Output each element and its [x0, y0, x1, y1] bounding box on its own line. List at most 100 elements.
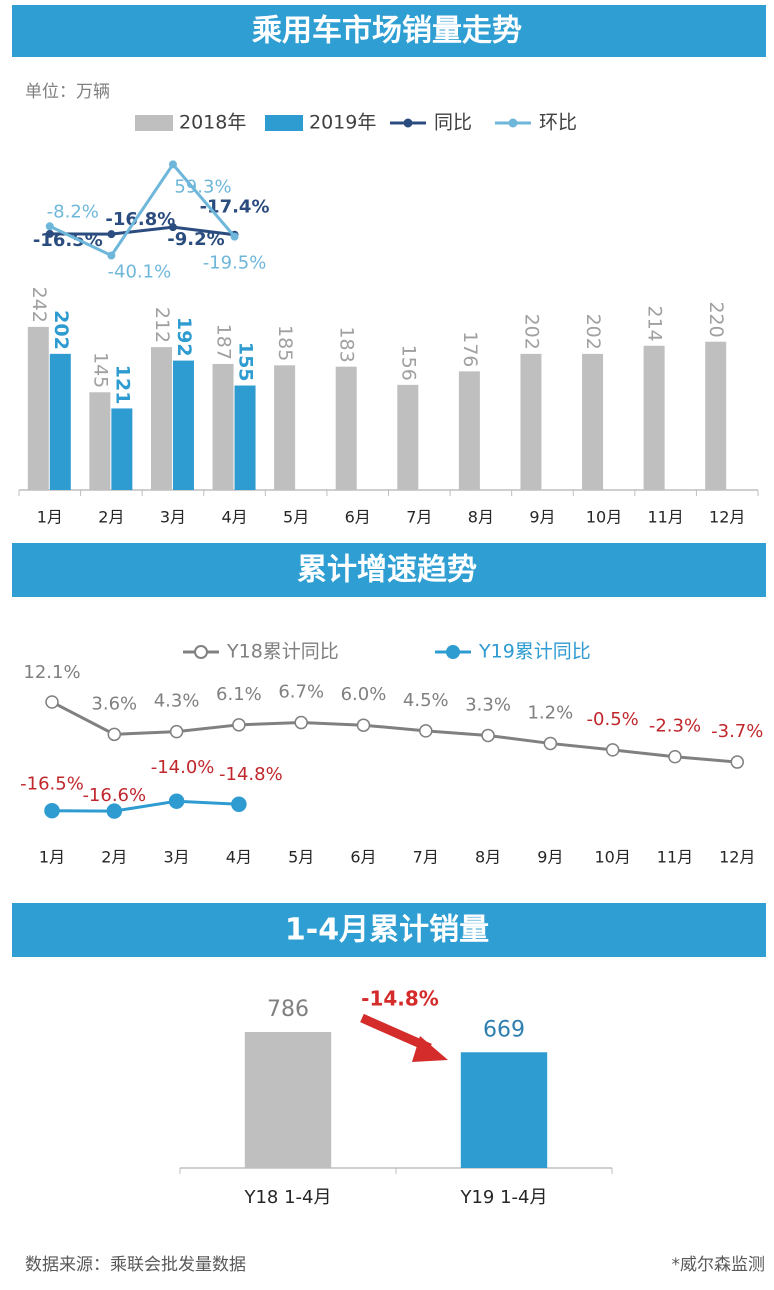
bar [150, 347, 172, 490]
legend-label: Y19累计同比 [478, 641, 591, 663]
value-label: 4.3% [154, 691, 200, 712]
x-tick-label: 6月 [350, 848, 376, 867]
line-1 [51, 799, 239, 813]
x-tick-label: 6月 [345, 508, 371, 527]
value-label: 786 [267, 997, 309, 1022]
value-label: -2.3% [649, 716, 701, 737]
legend-marker [194, 645, 208, 659]
x-tick-label: 3月 [160, 508, 186, 527]
point [168, 160, 177, 169]
line-2 [49, 225, 235, 237]
value-label: 202 [50, 310, 72, 350]
x-tick-label: 4月 [221, 508, 247, 527]
x-tick-label: 7月 [413, 848, 439, 867]
legend-swatch [135, 115, 173, 131]
x-tick-label: 2月 [98, 508, 124, 527]
value-label: -16.6% [82, 785, 146, 806]
x-tick-label: 8月 [468, 508, 494, 527]
point [45, 695, 59, 709]
legend-marker [508, 118, 518, 128]
chart-title: 乘用车市场销量走势 [252, 14, 522, 49]
value-label: 3.3% [465, 694, 511, 715]
value-label: -14.0% [151, 757, 215, 778]
value-label: 6.7% [278, 682, 324, 703]
point [419, 724, 433, 738]
chart-title: 累计增速趋势 [297, 553, 477, 588]
x-tick-label: Y18 1-4月 [243, 1187, 331, 1208]
value-label: -16.5% [33, 230, 103, 251]
x-tick-label: 8月 [475, 848, 501, 867]
legend-label: Y18累计同比 [226, 641, 339, 663]
value-label: 6.1% [216, 684, 262, 705]
banner [12, 903, 766, 957]
bar [172, 360, 194, 490]
value-label: -14.8% [219, 764, 283, 785]
bar [234, 385, 256, 490]
point [168, 793, 185, 809]
value-label: 155 [235, 342, 257, 382]
value-label: 242 [28, 287, 50, 323]
x-tick-label: 11月 [647, 508, 683, 527]
x-tick-label: 5月 [283, 508, 309, 527]
value-label: 202 [582, 314, 604, 350]
bar [27, 326, 49, 490]
point [231, 796, 247, 812]
value-label: 145 [89, 352, 111, 388]
bar [212, 363, 234, 490]
value-label: 12.1% [23, 662, 80, 683]
chart-title: 1-4月累计销量 [285, 913, 489, 948]
value-label: 3.6% [91, 693, 137, 714]
value-label: 156 [397, 345, 419, 381]
point [107, 727, 122, 742]
point [730, 755, 745, 769]
x-tick-label: 12月 [719, 848, 755, 867]
value-label: -19.5% [203, 253, 267, 274]
x-tick-label: 10月 [594, 848, 630, 867]
value-label: -8.2% [47, 201, 99, 222]
x-tick-label: 1月 [39, 848, 65, 867]
value-label: 6.0% [341, 684, 387, 705]
value-label: -9.2% [167, 229, 224, 250]
point [605, 743, 620, 757]
legend-label: 环比 [539, 112, 577, 134]
legend-label: 同比 [434, 112, 472, 134]
value-label: 669 [483, 1017, 525, 1042]
point [44, 802, 60, 819]
x-tick-label: 5月 [288, 848, 314, 867]
point [45, 222, 54, 231]
legend-swatch [265, 115, 303, 131]
value-label: -16.8% [105, 209, 175, 230]
bar [49, 353, 71, 490]
legend-label: 2019年 [309, 112, 376, 134]
bar [520, 353, 542, 490]
point [168, 223, 177, 232]
value-label: 192 [173, 317, 195, 357]
value-label: -40.1% [108, 262, 172, 283]
value-label: 202 [520, 314, 542, 350]
value-label: -0.5% [587, 709, 639, 730]
x-tick-label: 11月 [657, 848, 693, 867]
point [294, 715, 308, 730]
x-tick-label: 1月 [37, 508, 63, 527]
x-tick-label: 10月 [586, 508, 622, 527]
bar [89, 392, 111, 490]
line-3 [49, 161, 236, 258]
x-tick-label: 9月 [537, 848, 563, 867]
line-0 [51, 700, 738, 764]
value-label: 220 [705, 301, 727, 337]
annotation: -14.8% [361, 987, 439, 1011]
value-label: 212 [151, 307, 173, 343]
point [230, 232, 239, 241]
x-tick-label: 7月 [406, 508, 432, 527]
x-tick-label: 9月 [529, 508, 555, 527]
bar [397, 384, 419, 490]
banner [12, 5, 766, 57]
point [356, 718, 371, 732]
value-label: 59.3% [174, 176, 231, 197]
bar [335, 366, 357, 490]
bar [705, 341, 727, 490]
bar [460, 1052, 548, 1168]
